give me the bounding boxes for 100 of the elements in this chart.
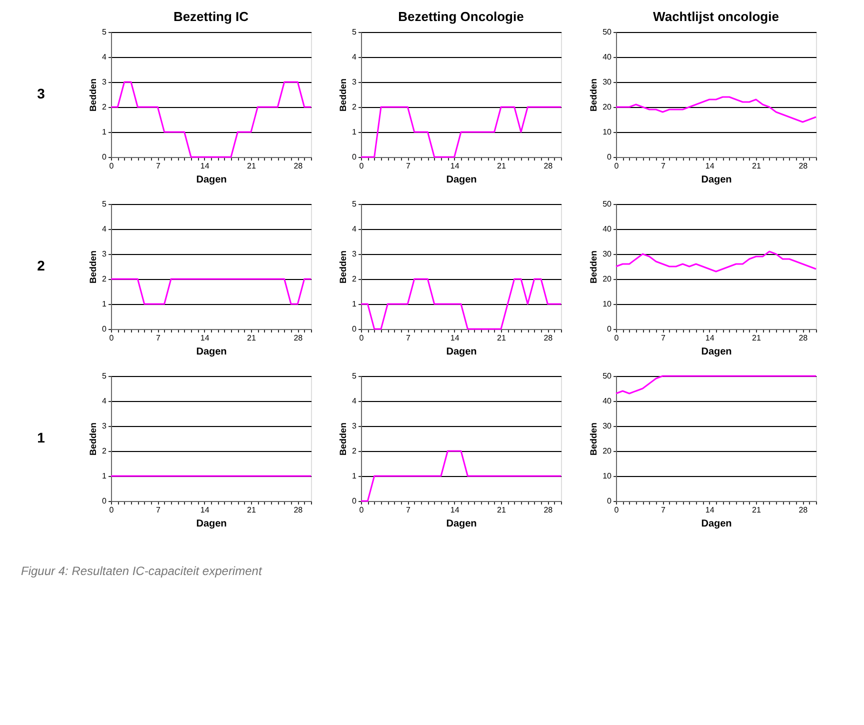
y-tick-label: 1 [102, 128, 108, 136]
y-axis-title: Bedden [588, 78, 599, 112]
text: Figuur 4: Resultaten IC-capaciteit experiment [21, 564, 262, 578]
y-tick-label: 30 [602, 78, 612, 86]
y-tick-label: 4 [102, 396, 108, 406]
y-tick-label: 0 [352, 324, 358, 334]
y-tick-label: 0 [102, 152, 108, 162]
y-tick-label: 3 [102, 78, 108, 86]
x-axis-title: Dagen [196, 518, 227, 530]
y-tick-label: 2 [102, 446, 108, 456]
x-tick-label: 7 [660, 506, 666, 514]
y-tick-label: 10 [602, 128, 612, 136]
x-tick-label: 28 [294, 334, 304, 342]
y-tick-label: 3 [352, 422, 358, 430]
y-tick-label: 0 [607, 496, 612, 506]
y-tick-label: 5 [352, 28, 358, 36]
y-axis-title: Bedden [88, 250, 98, 284]
text: 2 [37, 258, 46, 274]
x-tick-label: 0 [359, 334, 364, 342]
y-axis-title: Bedden [588, 250, 599, 284]
y-axis-title: Bedden [88, 78, 98, 112]
chart-title: Bezetting Oncologie [398, 9, 524, 24]
x-tick-label: 28 [294, 506, 304, 514]
x-tick-label: 0 [109, 334, 114, 342]
y-tick-label: 50 [602, 372, 612, 380]
y-tick-label: 1 [102, 300, 108, 308]
x-axis-title: Dagen [196, 174, 227, 186]
x-tick-label: 7 [156, 506, 161, 514]
x-tick-label: 14 [705, 334, 715, 342]
y-axis-title: Bedden [338, 78, 348, 112]
y-tick-label: 0 [352, 496, 358, 506]
y-tick-label: 40 [602, 224, 612, 234]
x-tick-label: 21 [247, 162, 256, 170]
y-tick-label: 50 [602, 28, 612, 36]
y-tick-label: 0 [352, 152, 358, 162]
y-tick-label: 10 [602, 300, 612, 308]
x-tick-label: 14 [450, 334, 460, 342]
y-tick-label: 3 [102, 250, 108, 258]
y-tick-label: 4 [102, 224, 108, 234]
x-tick-label: 28 [798, 506, 808, 514]
y-tick-label: 3 [352, 250, 358, 258]
line-series [615, 375, 817, 394]
y-tick-label: 10 [602, 472, 612, 480]
y-tick-label: 0 [102, 324, 108, 334]
x-axis-title: Dagen [196, 346, 227, 358]
line-series [615, 250, 817, 272]
x-tick-label: 28 [544, 162, 554, 170]
x-tick-label: 14 [200, 162, 210, 170]
x-tick-label: 7 [406, 506, 411, 514]
y-tick-label: 1 [352, 472, 358, 480]
x-tick-label: 7 [660, 162, 666, 170]
x-tick-label: 14 [450, 506, 460, 514]
y-tick-label: 4 [352, 396, 358, 406]
y-tick-label: 1 [102, 472, 108, 480]
y-tick-label: 2 [352, 446, 358, 456]
text: 3 [37, 86, 46, 102]
y-tick-label: 0 [102, 496, 108, 506]
y-tick-label: 2 [102, 102, 108, 112]
x-tick-label: 0 [359, 506, 364, 514]
y-axis-title: Bedden [338, 422, 348, 456]
x-axis-title: Dagen [446, 518, 477, 530]
y-tick-label: 3 [102, 422, 108, 430]
y-tick-label: 50 [602, 200, 612, 208]
y-axis-title: Bedden [588, 422, 599, 456]
x-tick-label: 7 [156, 162, 161, 170]
y-tick-label: 5 [102, 28, 108, 36]
x-tick-label: 7 [156, 334, 161, 342]
x-tick-label: 7 [406, 162, 411, 170]
y-tick-label: 5 [352, 372, 358, 380]
x-tick-label: 21 [497, 334, 506, 342]
y-tick-label: 5 [102, 372, 108, 380]
x-axis-title: Dagen [446, 174, 477, 186]
y-tick-label: 20 [602, 446, 612, 456]
x-tick-label: 21 [497, 506, 506, 514]
y-tick-label: 40 [602, 396, 612, 406]
x-axis-title: Dagen [701, 174, 732, 186]
x-tick-label: 21 [752, 162, 762, 170]
x-tick-label: 21 [247, 334, 256, 342]
x-tick-label: 14 [705, 162, 715, 170]
x-axis-title: Dagen [446, 346, 477, 358]
x-tick-label: 0 [109, 162, 114, 170]
y-tick-label: 1 [352, 128, 358, 136]
y-tick-label: 4 [102, 52, 108, 62]
x-axis-title: Dagen [701, 518, 732, 530]
x-tick-label: 28 [544, 334, 554, 342]
x-tick-label: 21 [752, 506, 762, 514]
x-tick-label: 28 [798, 334, 808, 342]
x-tick-label: 28 [294, 162, 304, 170]
x-tick-label: 14 [450, 162, 460, 170]
y-tick-label: 2 [352, 102, 358, 112]
y-tick-label: 2 [352, 274, 358, 284]
x-tick-label: 0 [614, 506, 620, 514]
text: 1 [37, 430, 46, 446]
x-tick-label: 28 [544, 506, 554, 514]
y-axis-title: Bedden [88, 422, 98, 456]
y-tick-label: 0 [607, 152, 612, 162]
x-tick-label: 7 [660, 334, 666, 342]
y-tick-label: 30 [602, 422, 612, 430]
x-tick-label: 14 [200, 334, 210, 342]
y-tick-label: 5 [352, 200, 358, 208]
